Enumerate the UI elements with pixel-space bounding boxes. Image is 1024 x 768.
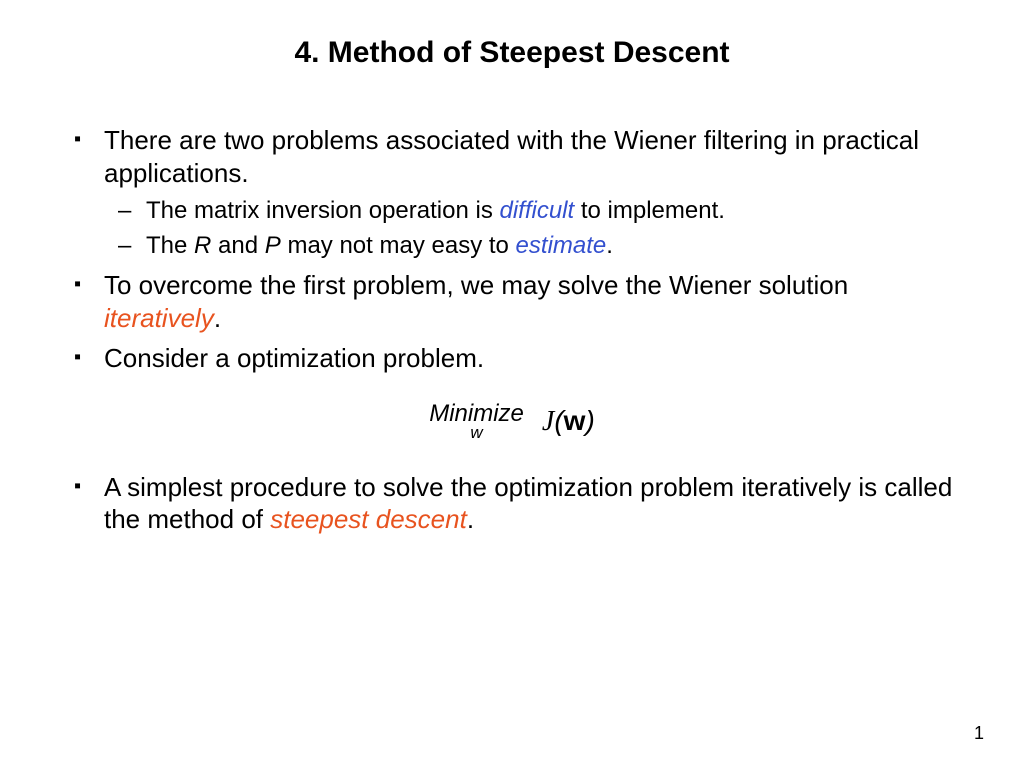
- b3-text: Consider a optimization problem.: [104, 343, 484, 373]
- b1s1-post: to implement.: [574, 197, 725, 224]
- bullet-2: To overcome the first problem, we may so…: [60, 269, 964, 334]
- formula: Minimize w J(w): [60, 397, 964, 441]
- bullet-1: There are two problems associated with t…: [60, 124, 964, 261]
- bullet-1-sub-1: The matrix inversion operation is diffic…: [104, 195, 964, 226]
- slide-title: 4. Method of Steepest Descent: [60, 36, 964, 70]
- slide-container: 4. Method of Steepest Descent There are …: [0, 0, 1024, 768]
- b1s1-highlight: difficult: [499, 197, 574, 224]
- b1s2-R: R: [194, 232, 211, 259]
- b1s2-highlight: estimate: [516, 232, 607, 259]
- bullet-list-2: A simplest procedure to solve the optimi…: [60, 471, 964, 536]
- b4-pre: A simplest procedure to solve the optimi…: [104, 472, 952, 535]
- b4-post: .: [467, 504, 474, 534]
- b1s2-mid2: may not may easy to: [281, 232, 516, 259]
- paren-close: ): [585, 405, 594, 436]
- bullet-1-text: There are two problems associated with t…: [104, 125, 919, 188]
- cost-function: J(w): [542, 405, 595, 438]
- b4-highlight: steepest descent: [270, 504, 467, 534]
- minimize-subscript: w: [470, 424, 482, 441]
- b2-pre: To overcome the first problem, we may so…: [104, 270, 848, 300]
- paren-open: (: [554, 405, 563, 436]
- b1s1-pre: The matrix inversion operation is: [146, 197, 499, 224]
- J-symbol: J: [542, 406, 554, 437]
- formula-inner: Minimize w J(w): [429, 402, 595, 441]
- b1s2-post: .: [606, 232, 613, 259]
- page-number: 1: [974, 723, 984, 744]
- bullet-4: A simplest procedure to solve the optimi…: [60, 471, 964, 536]
- b2-highlight: iteratively: [104, 303, 214, 333]
- b1s2-mid1: and: [211, 232, 264, 259]
- bullet-1-sublist: The matrix inversion operation is diffic…: [104, 195, 964, 261]
- b1s2-pre: The: [146, 232, 194, 259]
- b1s2-P: P: [265, 232, 281, 259]
- bullet-list: There are two problems associated with t…: [60, 124, 964, 375]
- w-vector: w: [564, 405, 586, 436]
- minimize-operator: Minimize w: [429, 402, 524, 441]
- b2-post: .: [214, 303, 221, 333]
- bullet-3: Consider a optimization problem.: [60, 342, 964, 375]
- bullet-1-sub-2: The R and P may not may easy to estimate…: [104, 230, 964, 261]
